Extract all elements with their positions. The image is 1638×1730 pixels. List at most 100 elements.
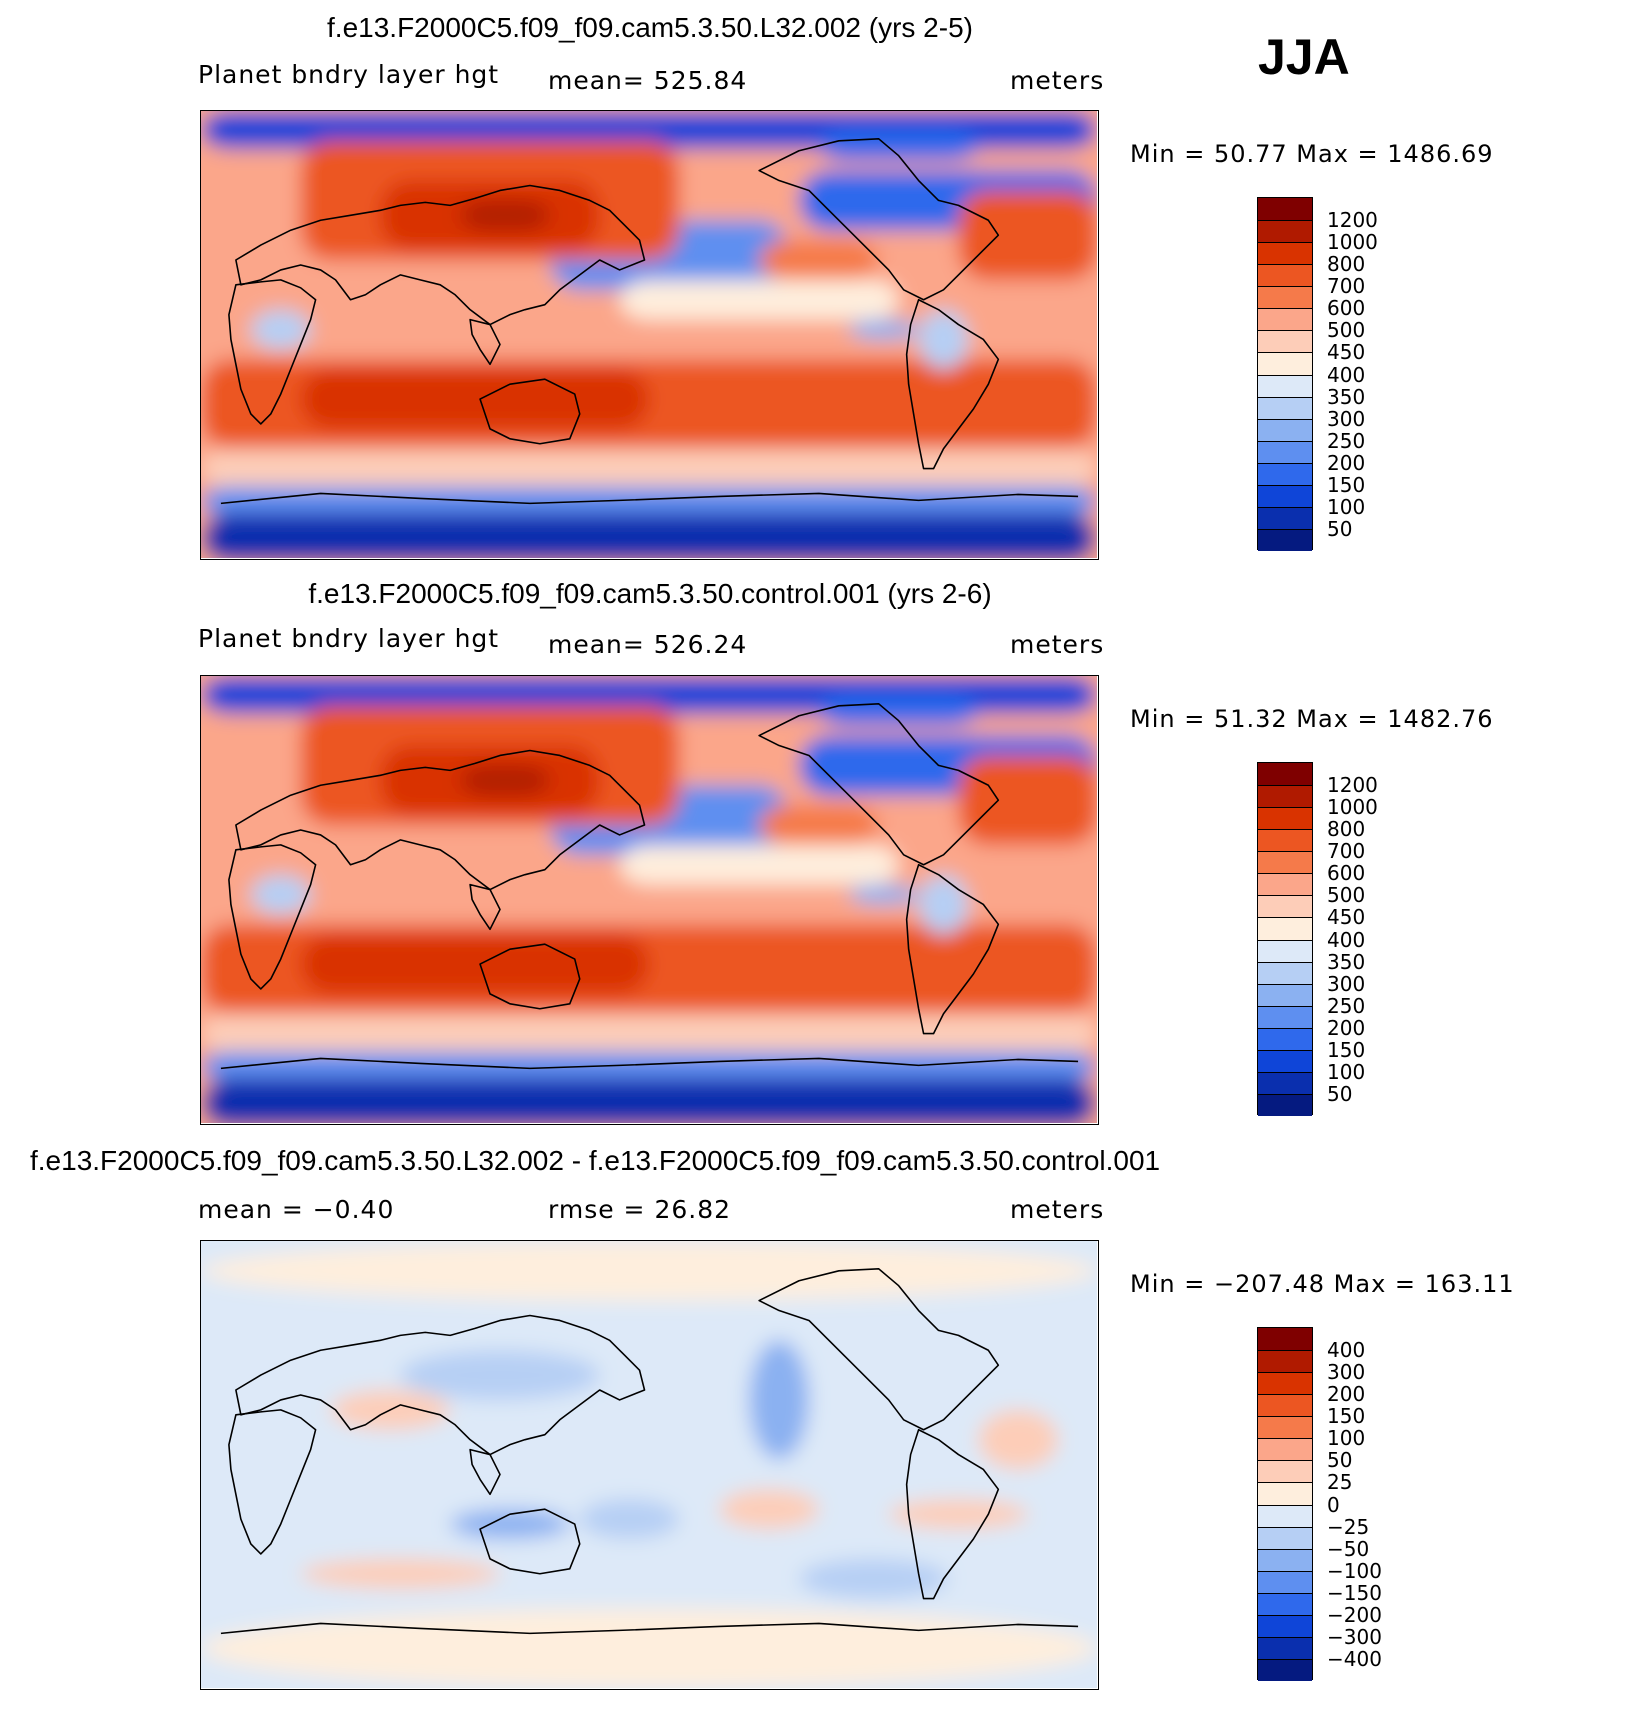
colorbar-swatch <box>1258 763 1312 786</box>
panel-1-variable-label: Planet bndry layer hgt <box>198 60 500 89</box>
colorbar-swatch <box>1258 1526 1312 1549</box>
colorbar-swatch <box>1258 895 1312 918</box>
colorbar-swatch <box>1258 1460 1312 1483</box>
colorbar-tick-label: 600 <box>1327 296 1366 321</box>
colorbar-tick-label: 150 <box>1327 472 1366 497</box>
colorbar-tick-label: 150 <box>1327 1404 1366 1429</box>
colorbar-swatch <box>1258 1071 1312 1094</box>
colorbar-tick-label: −100 <box>1327 1558 1382 1583</box>
colorbar-tick-label: 0 <box>1327 1492 1340 1517</box>
colorbar-tick-label: −25 <box>1327 1514 1370 1539</box>
colorbar-tick-label: 450 <box>1327 340 1366 365</box>
colorbar-tick-label: 500 <box>1327 883 1366 908</box>
colorbar-tick-label: −400 <box>1327 1646 1382 1671</box>
colorbar-tick-label: 200 <box>1327 1015 1366 1040</box>
colorbar-tick-label: 350 <box>1327 949 1366 974</box>
contour-field <box>201 1241 1097 1688</box>
panel-3-colorbar: 400 300 200 150 100 50 25 0 −25 −50 −100 −150 −200 −3… <box>1257 1327 1382 1681</box>
colorbar-swatch <box>1258 1093 1312 1116</box>
contour-field <box>201 111 1097 558</box>
colorbar-tick-label: 1200 <box>1327 773 1378 798</box>
colorbar-swatch <box>1258 1005 1312 1028</box>
colorbar-tick-label: 200 <box>1327 1382 1366 1407</box>
panel-3-mean-label: mean = −0.40 <box>198 1195 395 1224</box>
contour-field <box>201 676 1097 1123</box>
colorbar-swatch <box>1258 1636 1312 1659</box>
colorbar-swatch <box>1258 1482 1312 1505</box>
colorbar-tick-label: 700 <box>1327 274 1366 299</box>
colorbar-tick-label: −50 <box>1327 1536 1370 1561</box>
colorbar-swatch <box>1258 851 1312 874</box>
colorbar-tick-label: 100 <box>1327 494 1366 519</box>
panel-1-mean-label: mean= 525.84 <box>548 66 748 95</box>
colorbar-tick-label: 400 <box>1327 927 1366 952</box>
colorbar-swatch <box>1258 352 1312 375</box>
season-label: JJA <box>1258 29 1350 85</box>
panel-1-map <box>200 110 1099 560</box>
panel-2-title: f.e13.F2000C5.f09_f09.cam5.3.50.control.… <box>308 578 992 609</box>
colorbar-tick-label: −300 <box>1327 1624 1382 1649</box>
colorbar-box <box>1257 762 1313 1116</box>
panel-2-units-label: meters <box>1010 630 1105 659</box>
panel-2-minmax: Min = 51.32 Max = 1482.76 <box>1130 705 1494 733</box>
colorbar-tick-label: 1000 <box>1327 795 1378 820</box>
colorbar-swatch <box>1258 1372 1312 1395</box>
colorbar-swatch <box>1258 873 1312 896</box>
colorbar-swatch <box>1258 396 1312 419</box>
colorbar-swatch <box>1258 807 1312 830</box>
colorbar-swatch <box>1258 1570 1312 1593</box>
colorbar-tick-label: −150 <box>1327 1580 1382 1605</box>
colorbar-tick-label: −200 <box>1327 1602 1382 1627</box>
panel-2-mean-label: mean= 526.24 <box>548 630 748 659</box>
colorbar-tick-label: 50 <box>1327 1081 1353 1106</box>
colorbar-swatch <box>1258 286 1312 309</box>
colorbar-tick-label: 150 <box>1327 1037 1366 1062</box>
colorbar-tick-label: 300 <box>1327 406 1366 431</box>
panel-3-minmax: Min = −207.48 Max = 163.11 <box>1130 1270 1515 1298</box>
coastlines <box>220 703 1079 1070</box>
panel-1-minmax: Min = 50.77 Max = 1486.69 <box>1130 140 1494 168</box>
colorbar-swatch <box>1258 1027 1312 1050</box>
panel-3-rmse-label: rmse = 26.82 <box>548 1195 732 1224</box>
coastlines <box>220 138 1079 505</box>
colorbar-swatch <box>1258 1049 1312 1072</box>
colorbar-tick-label: 1200 <box>1327 208 1378 233</box>
colorbar-swatch <box>1258 1394 1312 1417</box>
colorbar-box <box>1257 197 1313 551</box>
colorbar-tick-label: 300 <box>1327 1360 1366 1385</box>
panel-2-map <box>200 675 1099 1125</box>
colorbar-tick-label: 800 <box>1327 817 1366 842</box>
panel-3-map <box>200 1240 1099 1690</box>
colorbar-tick-label: 800 <box>1327 252 1366 277</box>
panel-1-colorbar: 1200 1000 800 700 600 500 450 400 350 300 250 200 15… <box>1257 197 1378 551</box>
colorbar-box <box>1257 1327 1313 1681</box>
colorbar-swatch <box>1258 939 1312 962</box>
colorbar-swatch <box>1258 961 1312 984</box>
colorbar-tick-label: 500 <box>1327 318 1366 343</box>
colorbar-swatch <box>1258 264 1312 287</box>
colorbar-swatch <box>1258 528 1312 551</box>
colorbar-tick-label: 250 <box>1327 993 1366 1018</box>
colorbar-swatch <box>1258 484 1312 507</box>
colorbar-tick-label: 1000 <box>1327 230 1378 255</box>
colorbar-tick-label: 250 <box>1327 428 1366 453</box>
colorbar-swatch <box>1258 1504 1312 1527</box>
colorbar-tick-label: 400 <box>1327 362 1366 387</box>
colorbar-swatch <box>1258 1658 1312 1681</box>
colorbar-swatch <box>1258 1614 1312 1637</box>
panel-1-units-label: meters <box>1010 66 1105 95</box>
colorbar-tick-label: 450 <box>1327 905 1366 930</box>
colorbar-swatch <box>1258 308 1312 331</box>
colorbar-tick-label: 600 <box>1327 861 1366 886</box>
colorbar-swatch <box>1258 330 1312 353</box>
colorbar-swatch <box>1258 1438 1312 1461</box>
colorbar-swatch <box>1258 917 1312 940</box>
colorbar-swatch <box>1258 374 1312 397</box>
colorbar-swatch <box>1258 1328 1312 1351</box>
colorbar-tick-label: 50 <box>1327 1448 1353 1473</box>
colorbar-tick-label: 700 <box>1327 839 1366 864</box>
colorbar-swatch <box>1258 242 1312 265</box>
colorbar-swatch <box>1258 440 1312 463</box>
colorbar-tick-label: 200 <box>1327 450 1366 475</box>
colorbar-tick-label: 300 <box>1327 971 1366 996</box>
